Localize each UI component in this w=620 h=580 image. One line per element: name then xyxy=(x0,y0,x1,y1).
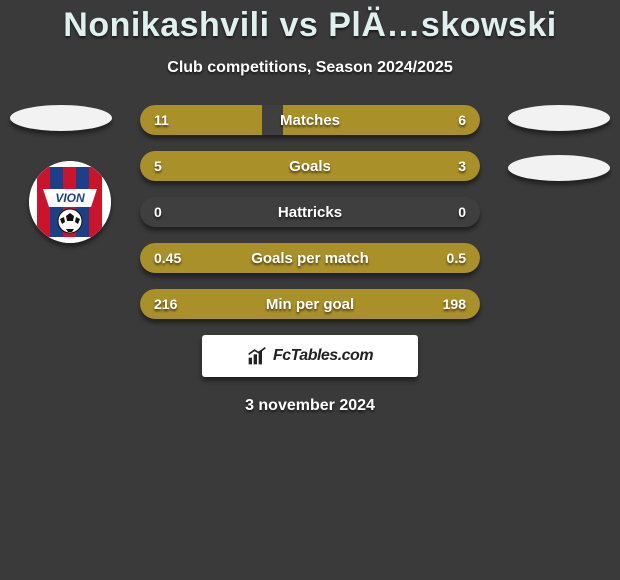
player-left-badge-1 xyxy=(10,105,112,131)
stat-value-left: 216 xyxy=(154,289,177,319)
stat-fill-right xyxy=(283,105,480,135)
stat-value-right: 6 xyxy=(458,105,466,135)
player-right-badge-2 xyxy=(508,155,610,181)
stat-value-right: 198 xyxy=(443,289,466,319)
stat-value-left: 11 xyxy=(154,105,169,135)
comparison-title: Nonikashvili vs PlÄ…skowski xyxy=(0,0,620,45)
comparison-subtitle: Club competitions, Season 2024/2025 xyxy=(0,59,620,77)
footer-date: 3 november 2024 xyxy=(0,397,620,415)
club-crest-vion: VION xyxy=(29,161,111,243)
stat-value-left: 0 xyxy=(154,197,162,227)
stat-row: 53Goals xyxy=(140,151,480,181)
bar-chart-icon xyxy=(247,346,267,366)
stat-value-right: 3 xyxy=(458,151,466,181)
stat-value-left: 0.45 xyxy=(154,243,181,273)
stat-row: 0.450.5Goals per match xyxy=(140,243,480,273)
stat-value-right: 0.5 xyxy=(447,243,466,273)
footer-brand-badge: FcTables.com xyxy=(202,335,418,377)
player-right-badge-1 xyxy=(508,105,610,131)
footer-brand-text: FcTables.com xyxy=(273,347,373,365)
crest-text: VION xyxy=(55,191,85,205)
stat-fill-left xyxy=(140,151,351,181)
stat-row: 116Matches xyxy=(140,105,480,135)
crest-icon: VION xyxy=(29,161,111,243)
stat-rows: 116Matches53Goals00Hattricks0.450.5Goals… xyxy=(140,105,480,319)
stat-value-left: 5 xyxy=(154,151,162,181)
stat-row: 216198Min per goal xyxy=(140,289,480,319)
stat-value-right: 0 xyxy=(458,197,466,227)
content-area: VION 116Matches53Goals00Hattricks0.450.5… xyxy=(0,105,620,319)
stat-label: Hattricks xyxy=(140,197,480,227)
stat-row: 0 0Hattricks xyxy=(140,197,480,227)
